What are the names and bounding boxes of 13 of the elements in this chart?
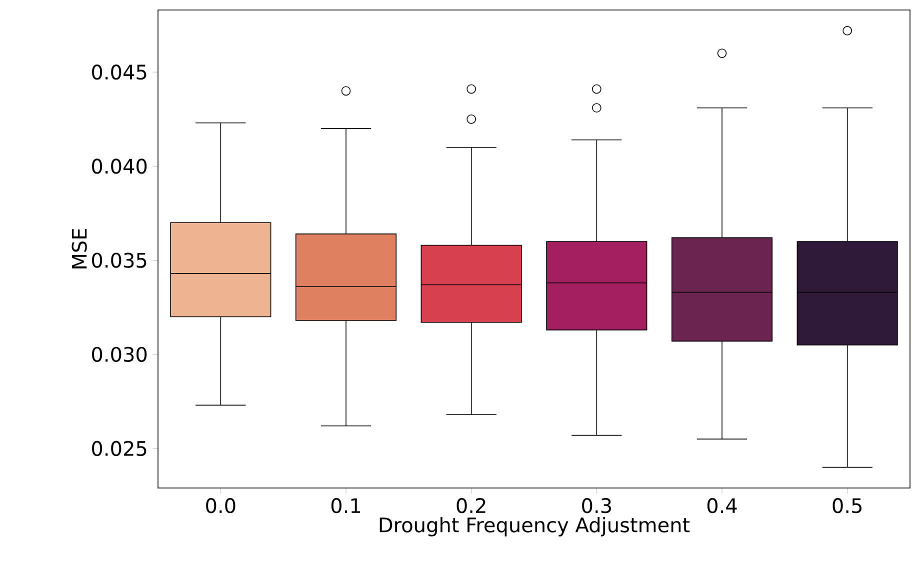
x-axis-title: Drought Frequency Adjustment: [380, 517, 690, 536]
y-tick-label: 0.040: [92, 158, 147, 174]
y-tick-label: 0.030: [92, 346, 147, 362]
y-axis-title: MSE: [72, 228, 87, 268]
x-tick-label: 0.1: [331, 498, 360, 514]
y-tick-label: 0.045: [92, 64, 146, 80]
y-tick-label: 0.035: [92, 252, 146, 268]
x-tick-label: 0.3: [582, 498, 611, 514]
x-tick-label: 0.5: [832, 498, 862, 514]
x-tick-label: 0.0: [206, 498, 236, 514]
y-tick-label: 0.025: [92, 440, 146, 456]
x-tick-label: 0.2: [456, 498, 486, 514]
x-tick-label: 0.4: [707, 498, 737, 514]
